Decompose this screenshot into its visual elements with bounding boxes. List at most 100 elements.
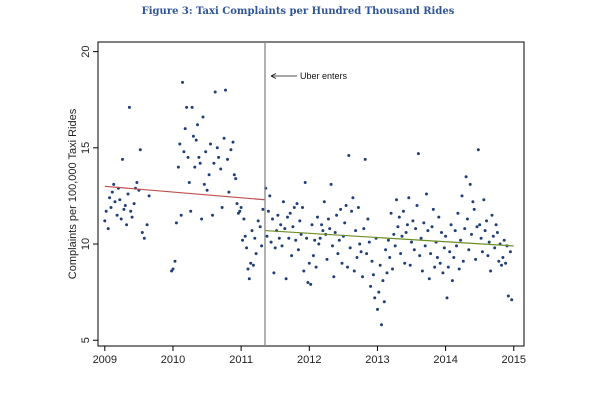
data-point bbox=[445, 296, 449, 300]
data-point bbox=[245, 246, 249, 250]
data-point bbox=[204, 150, 208, 154]
y-tick-label: 5 bbox=[80, 337, 92, 343]
y-tick-label: 10 bbox=[80, 238, 92, 250]
data-point bbox=[347, 154, 351, 157]
data-point bbox=[112, 182, 116, 186]
data-point bbox=[468, 182, 472, 186]
data-point bbox=[295, 202, 299, 206]
data-point bbox=[442, 246, 446, 250]
data-point bbox=[280, 244, 284, 248]
data-point bbox=[414, 227, 418, 231]
data-point bbox=[198, 161, 202, 165]
data-point bbox=[363, 157, 367, 161]
data-point bbox=[326, 217, 330, 221]
data-point bbox=[316, 215, 319, 219]
data-point bbox=[260, 244, 264, 248]
data-point bbox=[416, 152, 420, 156]
data-point bbox=[495, 231, 499, 234]
data-point bbox=[232, 173, 236, 177]
data-point bbox=[220, 206, 224, 209]
data-point bbox=[215, 146, 219, 150]
data-point bbox=[176, 165, 180, 169]
data-point bbox=[122, 207, 126, 211]
data-point bbox=[332, 275, 336, 279]
data-point bbox=[452, 256, 456, 259]
data-point bbox=[194, 138, 198, 142]
data-point bbox=[106, 227, 110, 231]
data-point bbox=[490, 213, 494, 217]
data-point bbox=[440, 231, 443, 234]
data-point bbox=[373, 296, 377, 300]
trend-lines bbox=[104, 185, 514, 247]
data-point bbox=[179, 213, 183, 217]
data-point bbox=[370, 259, 374, 263]
data-point bbox=[369, 284, 373, 288]
data-point bbox=[309, 282, 313, 286]
data-point bbox=[174, 221, 178, 225]
data-point bbox=[453, 229, 457, 233]
data-point bbox=[367, 240, 371, 244]
data-point bbox=[441, 271, 445, 275]
data-point bbox=[423, 244, 427, 248]
data-point bbox=[400, 234, 404, 238]
data-point bbox=[292, 206, 296, 209]
data-point bbox=[471, 200, 475, 204]
data-point bbox=[222, 136, 226, 140]
data-point bbox=[449, 223, 453, 227]
data-point bbox=[251, 263, 255, 267]
data-point bbox=[147, 194, 151, 198]
data-point bbox=[296, 248, 300, 252]
data-point bbox=[500, 263, 503, 267]
data-point bbox=[182, 150, 186, 154]
data-point bbox=[407, 196, 411, 200]
data-point bbox=[467, 248, 471, 252]
data-point bbox=[337, 238, 341, 242]
data-point bbox=[404, 231, 408, 234]
data-point bbox=[393, 244, 397, 248]
data-point bbox=[438, 261, 442, 265]
data-point bbox=[132, 202, 136, 206]
x-tick-label: 2012 bbox=[297, 354, 321, 366]
data-point bbox=[331, 244, 334, 248]
data-point bbox=[258, 225, 262, 229]
data-point bbox=[110, 190, 114, 194]
data-point bbox=[426, 229, 430, 233]
data-point bbox=[249, 261, 253, 265]
data-point bbox=[246, 267, 250, 271]
data-point bbox=[129, 209, 133, 213]
data-point bbox=[279, 223, 283, 227]
data-point bbox=[354, 229, 358, 233]
data-point bbox=[493, 246, 497, 250]
data-point bbox=[437, 215, 441, 219]
data-point bbox=[321, 229, 325, 233]
y-tick-label: 20 bbox=[80, 45, 92, 57]
data-point bbox=[401, 209, 405, 213]
data-point bbox=[306, 281, 310, 284]
data-point bbox=[380, 323, 383, 327]
data-point bbox=[485, 219, 488, 223]
data-point bbox=[346, 265, 349, 269]
plot-area bbox=[97, 41, 525, 347]
data-point bbox=[358, 242, 362, 246]
data-point bbox=[185, 105, 189, 109]
data-point bbox=[265, 234, 269, 238]
data-point bbox=[412, 248, 416, 252]
data-point bbox=[229, 148, 233, 152]
data-point bbox=[388, 256, 392, 259]
data-point bbox=[408, 263, 412, 267]
data-point bbox=[109, 206, 113, 209]
x-tick-label: 2013 bbox=[365, 354, 389, 366]
data-point bbox=[446, 265, 450, 269]
data-point bbox=[190, 105, 194, 109]
data-point bbox=[389, 211, 393, 215]
data-point bbox=[298, 219, 302, 223]
data-point bbox=[339, 207, 343, 211]
data-point bbox=[299, 232, 303, 236]
data-point bbox=[196, 123, 199, 127]
data-point bbox=[472, 207, 476, 211]
data-point bbox=[444, 234, 448, 238]
data-point bbox=[457, 267, 461, 271]
data-point bbox=[399, 252, 403, 256]
data-point bbox=[422, 221, 426, 225]
data-point bbox=[271, 217, 274, 221]
